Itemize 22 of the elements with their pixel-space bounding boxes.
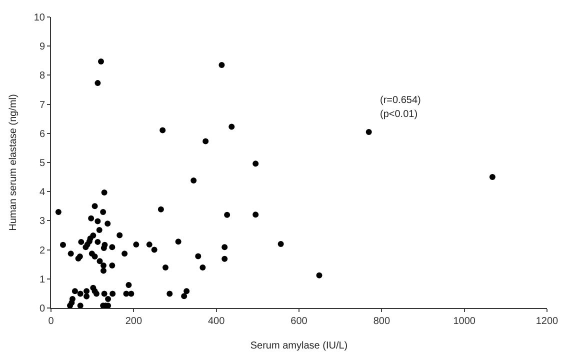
y-tick-label: 7	[39, 100, 46, 111]
y-tick-label: 3	[39, 216, 46, 228]
y-tick-label: 8	[39, 70, 46, 82]
y-tick-label: 9	[39, 42, 46, 53]
y-tick-label: 2	[39, 245, 46, 256]
x-tick-label: 1000	[453, 316, 476, 327]
y-tick-label: 5	[39, 158, 46, 169]
annotation: (p<0.01)	[380, 109, 418, 120]
annotation: (r=0.654)	[380, 95, 421, 106]
x-tick-label: 600	[290, 316, 308, 327]
y-axis-title: Human serum elastase (ng/ml)	[8, 94, 19, 231]
x-tick-label: 400	[208, 316, 226, 327]
y-tick-label: 10	[34, 12, 46, 24]
y-tick-label: 1	[39, 274, 46, 286]
x-tick-label: 0	[48, 316, 54, 327]
y-tick-label: 4	[39, 187, 46, 198]
y-tick-label: 6	[39, 128, 46, 140]
y-tick-label: 0	[39, 304, 46, 314]
x-tick-label: 800	[373, 316, 390, 327]
x-axis-title: Serum amylase (IU/L)	[250, 340, 348, 352]
x-tick-label: 200	[125, 316, 142, 327]
x-tick-label: 1200	[536, 316, 559, 327]
